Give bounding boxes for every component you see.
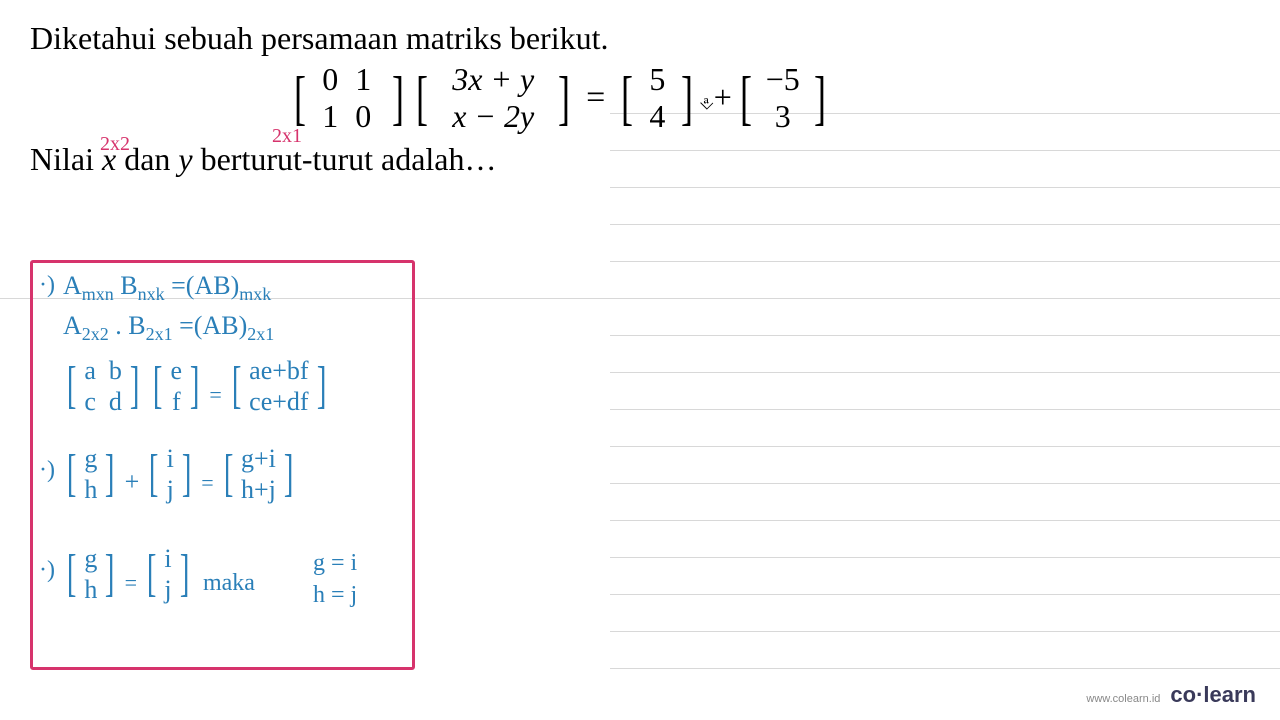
- plus-sign: +: [714, 79, 732, 116]
- work-add: [gh] + [ij] = [g+ih+j]: [63, 443, 297, 505]
- bullet-2: ·): [39, 458, 55, 482]
- work-eq-res1: g = i: [313, 551, 357, 575]
- bullet-1: ·): [39, 273, 55, 297]
- footer-url: www.colearn.id: [1086, 693, 1160, 705]
- problem-line2: Nilai x dan y berturut-turut adalah…: [30, 141, 1250, 178]
- bullet-3: ·): [39, 558, 55, 582]
- work-eq-res2: h = j: [313, 583, 357, 607]
- footer-logo: co·learn: [1170, 682, 1256, 708]
- work-eq: [gh] = [ij] maka: [63, 543, 255, 605]
- matrix-2: [ 3x + y x − 2y ]: [412, 61, 574, 135]
- cursor-icon: ⎀: [699, 93, 713, 114]
- work-line2: A2x2 . B2x1 =(AB)2x1: [63, 313, 274, 343]
- matrix-1: [ 01 10 ]: [290, 61, 408, 135]
- handwritten-work-box: ·) Amxn Bnxk =(AB)mxk A2x2 . B2x1 =(AB)2…: [30, 260, 415, 670]
- dim-annot-1: 2x2: [100, 133, 130, 156]
- work-line1: Amxn Bnxk =(AB)mxk: [63, 273, 271, 303]
- footer: www.colearn.id co·learn: [1086, 682, 1256, 708]
- matrix-4: [ −5 3 ]: [736, 61, 830, 135]
- content-area: Diketahui sebuah persamaan matriks berik…: [0, 0, 1280, 198]
- work-mult: [a bc d] [ef] = [ae+bfce+df]: [63, 355, 330, 417]
- matrix-equation: [ 01 10 ] [ 3x + y x − 2y ] = [ 5 4 ] ⎀ …: [0, 61, 1250, 135]
- dim-annot-2: 2x1: [272, 125, 302, 148]
- matrix-3: [ 5 4 ]: [617, 61, 697, 135]
- problem-line1: Diketahui sebuah persamaan matriks berik…: [30, 20, 1250, 57]
- equals-sign: =: [586, 79, 605, 117]
